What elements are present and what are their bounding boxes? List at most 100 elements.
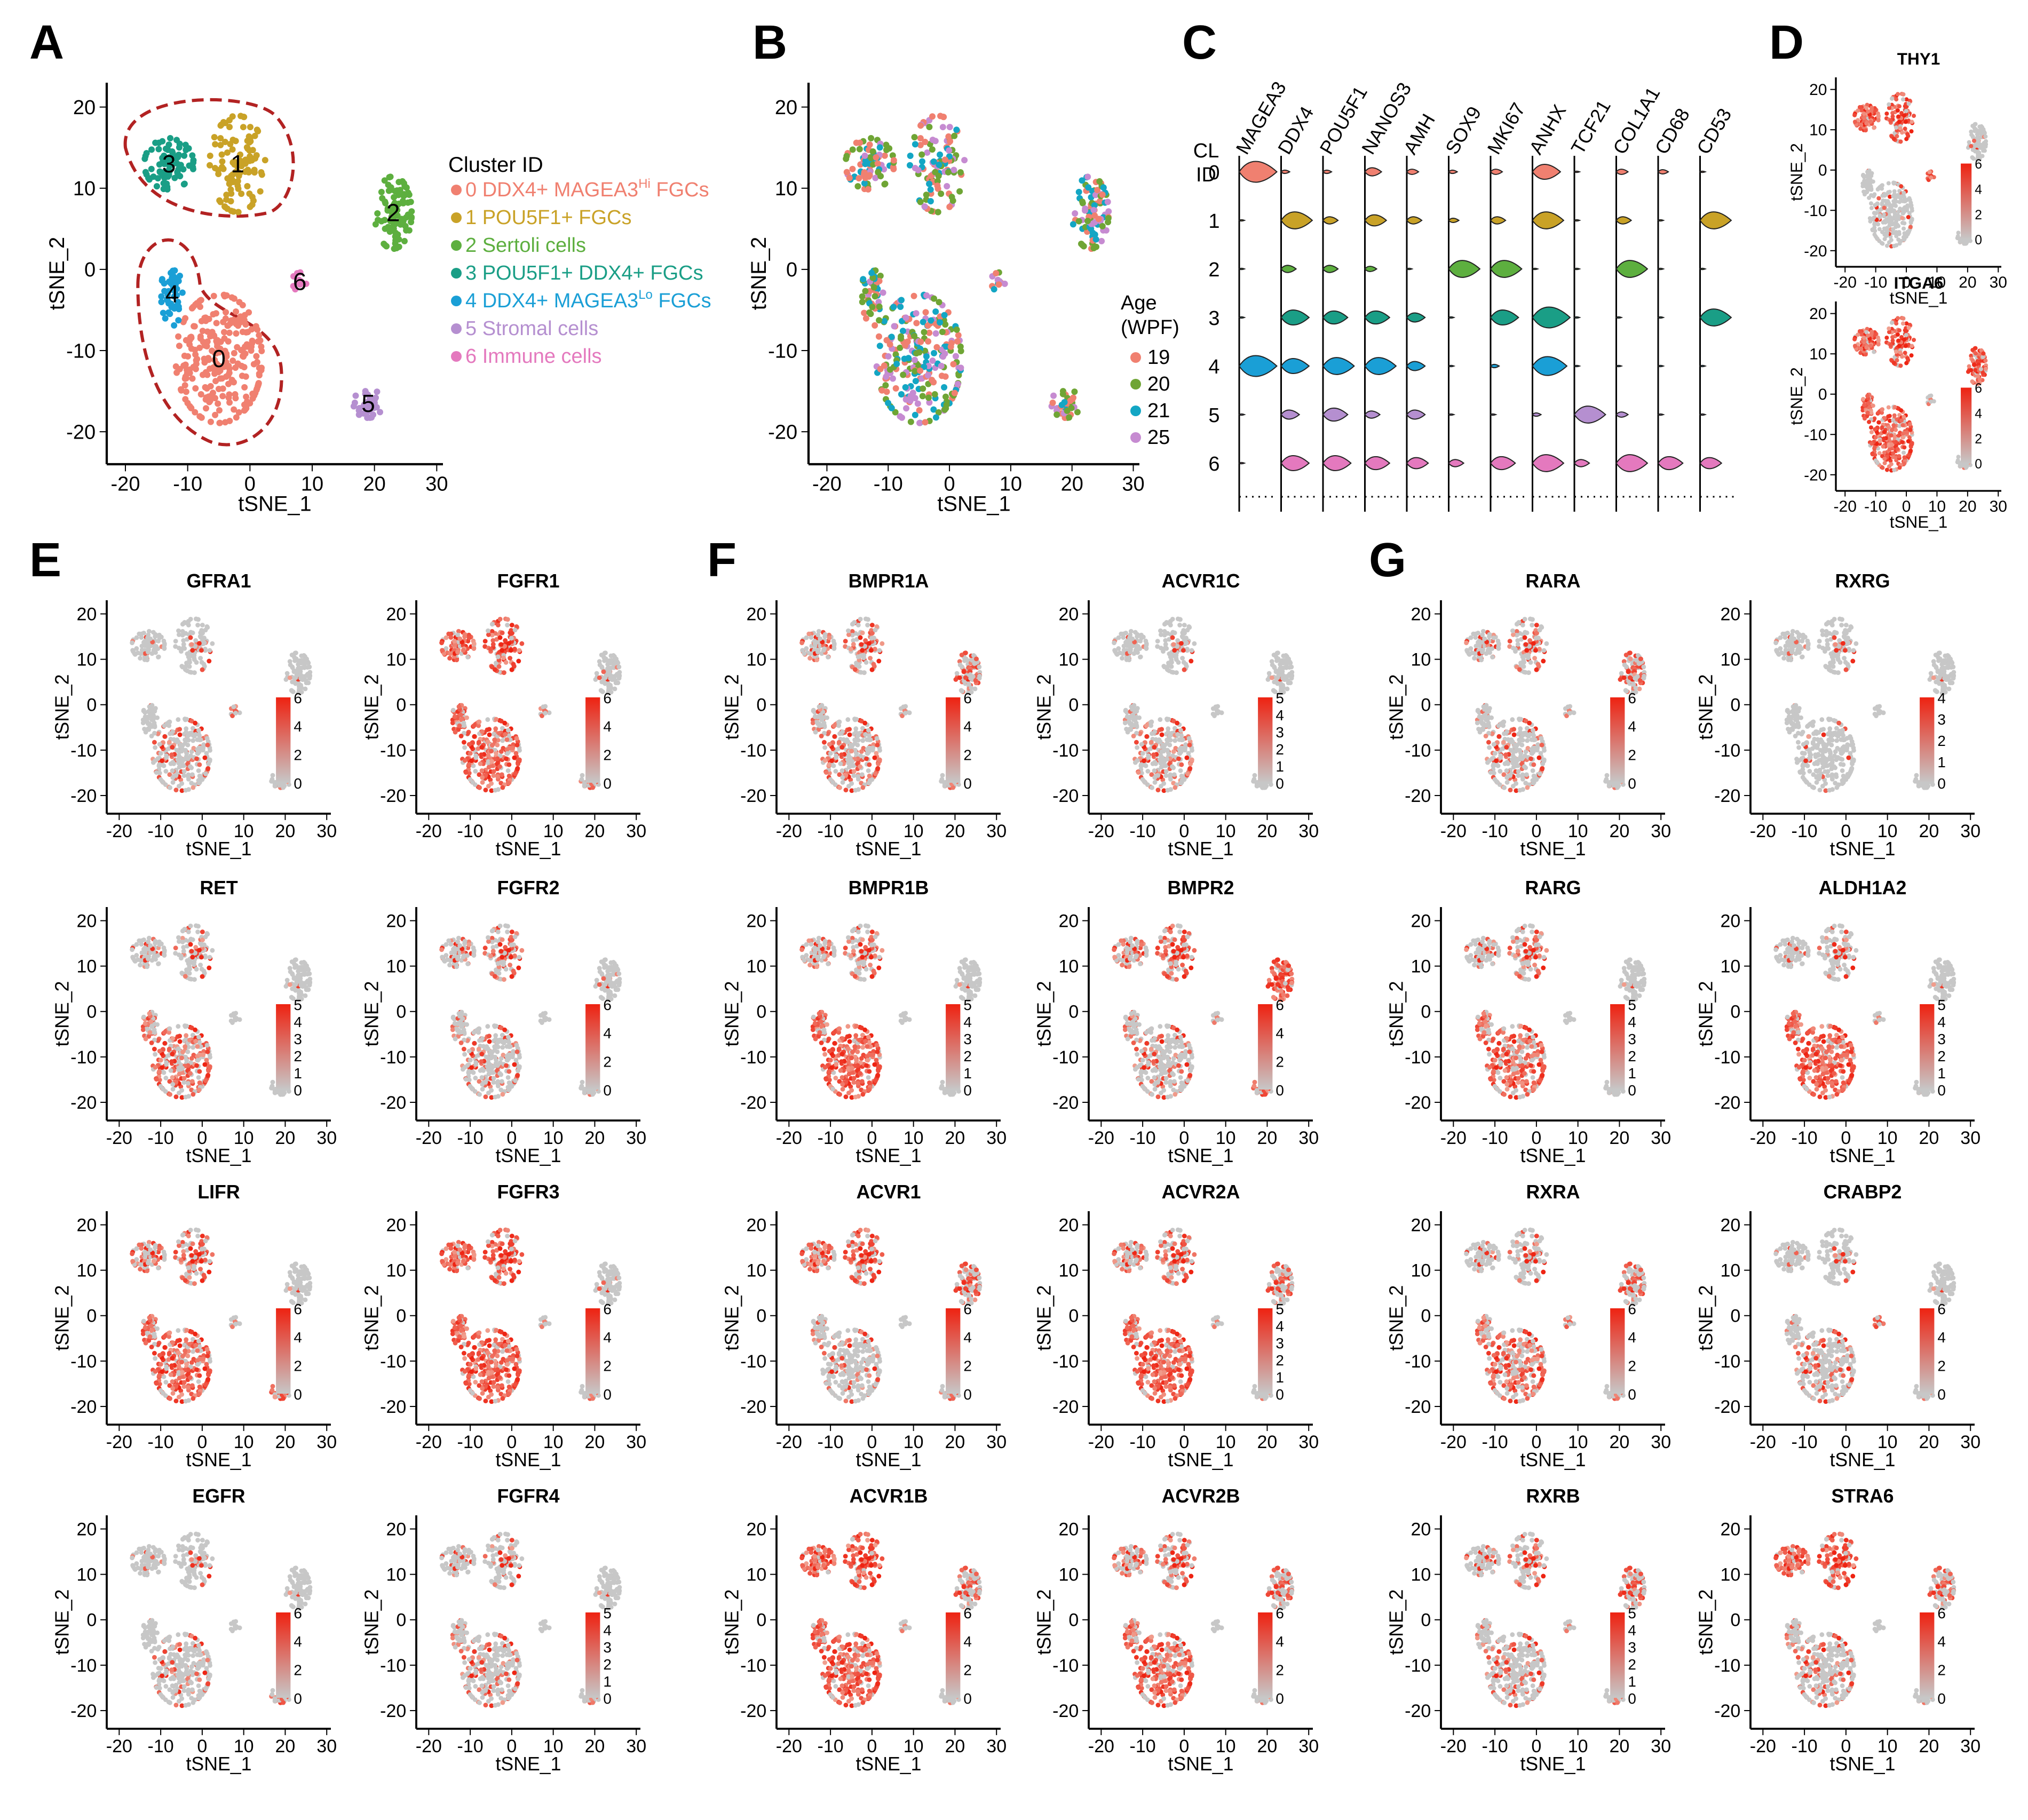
cell-point [201, 355, 208, 362]
cell-point [247, 153, 254, 160]
violin-AMH-cluster-2 [1406, 267, 1414, 271]
cell-point [217, 198, 224, 205]
cell-point [509, 635, 514, 641]
cell-point [479, 752, 484, 757]
cell-point [1876, 342, 1881, 347]
cell-point [1887, 326, 1891, 331]
cell-point [543, 711, 548, 716]
panel-a-x-tick-label: -20 [111, 473, 140, 495]
cell-point [453, 729, 458, 735]
cell-point [155, 146, 162, 153]
cell-point [1901, 316, 1906, 321]
cell-point [1897, 465, 1902, 470]
cell-point [1970, 134, 1975, 139]
cell-point [251, 132, 258, 139]
violin-CD53-cluster-1 [1699, 211, 1732, 229]
cell-point [241, 312, 248, 319]
age-legend-dot [1130, 379, 1141, 390]
cell-point [914, 400, 921, 407]
cell-point [307, 673, 313, 679]
cell-point [1908, 203, 1913, 208]
cluster-legend-label-5: 5 Stromal cells [465, 317, 598, 340]
cell-point [210, 292, 217, 299]
cell-point [921, 329, 928, 336]
cell-point [1882, 460, 1887, 465]
cell-point [506, 773, 512, 778]
cell-point [202, 755, 208, 760]
cell-point [212, 310, 219, 317]
cell-point [196, 1035, 201, 1040]
cell-point [195, 1058, 201, 1063]
panel-e-fgfr2-y-tick-label: 10 [386, 957, 406, 977]
panel-d-itga6-colorbar [1961, 387, 1972, 464]
cell-point [189, 1079, 195, 1084]
cell-point [216, 349, 223, 356]
cell-point [1098, 237, 1105, 244]
cell-point [207, 152, 213, 159]
cell-point [395, 192, 402, 198]
cell-point [911, 134, 918, 141]
cell-point [130, 648, 136, 653]
cell-point [1866, 333, 1871, 338]
cell-point [397, 187, 403, 194]
cell-point [1973, 122, 1978, 126]
cell-point [1869, 430, 1874, 434]
cell-point [877, 365, 884, 372]
cell-point [1902, 231, 1907, 236]
violin-ANHX-cluster-4 [1532, 356, 1568, 376]
cell-point [186, 961, 191, 966]
cell-point [195, 924, 201, 929]
cell-point [1910, 217, 1914, 221]
cell-point [184, 751, 189, 756]
cell-point [940, 353, 947, 360]
cell-point [401, 237, 408, 244]
cell-point [1862, 416, 1867, 421]
cell-point [1889, 442, 1894, 447]
panel-b-x-tick-label: -20 [812, 473, 842, 495]
cell-point [246, 147, 253, 154]
cell-point [219, 393, 226, 400]
panel-e-ret-colorbar-tick: 5 [294, 997, 302, 1013]
cell-point [202, 384, 209, 391]
cell-point [937, 319, 944, 326]
cell-point [378, 188, 385, 195]
cell-point [218, 151, 225, 158]
panel-d-thy1-colorbar-tick: 2 [1975, 208, 1982, 222]
cell-point [197, 333, 204, 340]
cell-point [226, 124, 233, 131]
cell-point [515, 766, 520, 772]
cell-point [183, 1044, 188, 1049]
cell-point [452, 639, 457, 643]
cell-point [1903, 344, 1908, 348]
cell-point [207, 393, 214, 400]
cell-point [1870, 452, 1875, 457]
violin-gene-label-CD68: CD68 [1650, 105, 1694, 158]
violin-COL1A1-cluster-2 [1615, 260, 1649, 278]
panel-d-itga6-colorbar-tick: 4 [1975, 407, 1982, 421]
cell-point [213, 320, 220, 327]
panel-a-y-axis-label: tSNE_2 [45, 237, 69, 310]
cell-point [1895, 108, 1900, 113]
panel-e-ret-y-tick-label: -10 [70, 1047, 97, 1068]
cell-point [167, 1046, 172, 1052]
cell-point [916, 349, 923, 356]
violin-ANHX-cluster-1 [1532, 211, 1565, 229]
cell-point [473, 755, 479, 760]
cell-point [231, 704, 236, 710]
cell-point [195, 1044, 200, 1049]
cell-point [157, 762, 162, 767]
cell-point [155, 1022, 160, 1027]
cell-point [158, 751, 163, 756]
cell-point [189, 949, 194, 954]
cell-point [1904, 361, 1909, 365]
cell-point [471, 723, 477, 728]
panel-a-y-tick-label: 10 [73, 178, 96, 200]
cell-point [387, 173, 394, 180]
cell-point [307, 980, 313, 985]
cell-point [1905, 132, 1910, 137]
cell-point [1902, 445, 1907, 450]
cell-point [1899, 184, 1904, 189]
cell-point [1910, 441, 1914, 446]
cell-point [204, 328, 211, 335]
panel-d-itga6-colorbar-tick: 0 [1975, 457, 1982, 472]
